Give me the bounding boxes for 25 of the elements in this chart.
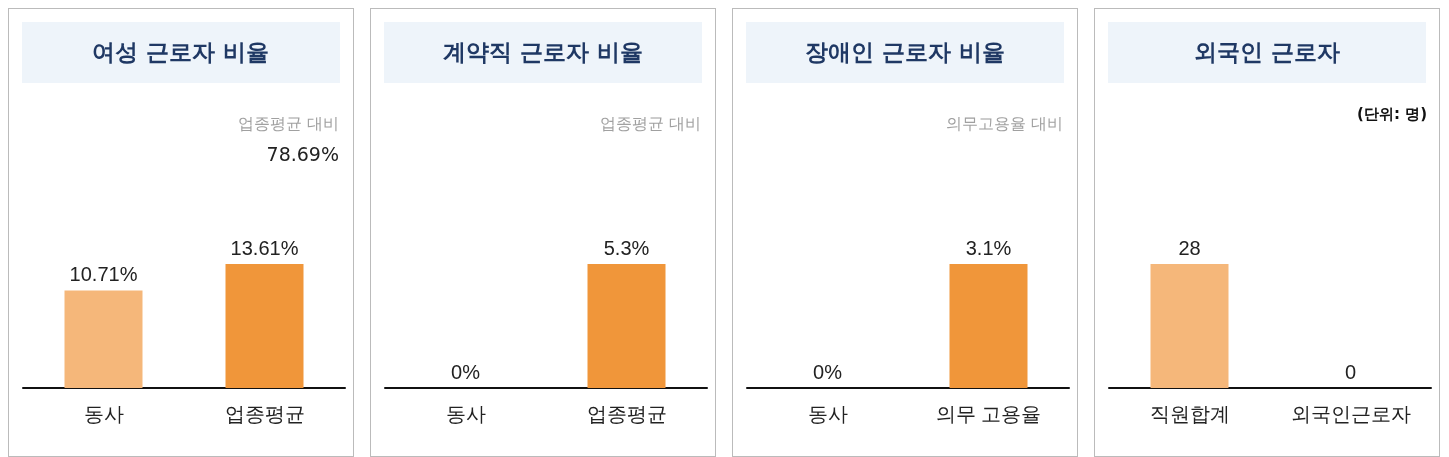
x-tick-label: 동사	[807, 403, 848, 425]
data-label: 0	[1344, 361, 1357, 383]
chart-title: 외국인 근로자	[1108, 22, 1426, 83]
data-label: 10.71%	[69, 263, 138, 286]
x-tick-label: 동사	[445, 403, 486, 425]
text: 의무고용율 대비	[945, 114, 1063, 135]
chart-title: 장애인 근로자 비율	[746, 22, 1064, 83]
text: 업종평균 대비	[599, 114, 701, 135]
chart-subtitle: (단위: 명)	[1357, 105, 1427, 124]
data-label: 13.61%	[230, 237, 299, 259]
data-label: 28	[1178, 237, 1201, 259]
text: 업종평균 대비	[237, 114, 339, 135]
x-tick-label: 업종평균	[586, 403, 667, 425]
data-label: 0%	[813, 361, 843, 383]
data-label: 3.1%	[965, 237, 1012, 259]
chart-title: 여성 근로자 비율	[22, 22, 340, 83]
data-label: 5.3%	[603, 237, 650, 259]
x-tick-label: 직원합계	[1149, 403, 1230, 425]
x-tick-label: 의무 고용율	[935, 403, 1042, 425]
chart-title: 계약직 근로자 비율	[384, 22, 702, 83]
x-tick-label: 동사	[83, 403, 124, 425]
x-tick-label: 외국인근로자	[1290, 403, 1411, 425]
data-label: 0%	[451, 361, 481, 383]
x-tick-label: 업종평균	[224, 403, 305, 425]
text: 78.69%	[266, 143, 339, 165]
